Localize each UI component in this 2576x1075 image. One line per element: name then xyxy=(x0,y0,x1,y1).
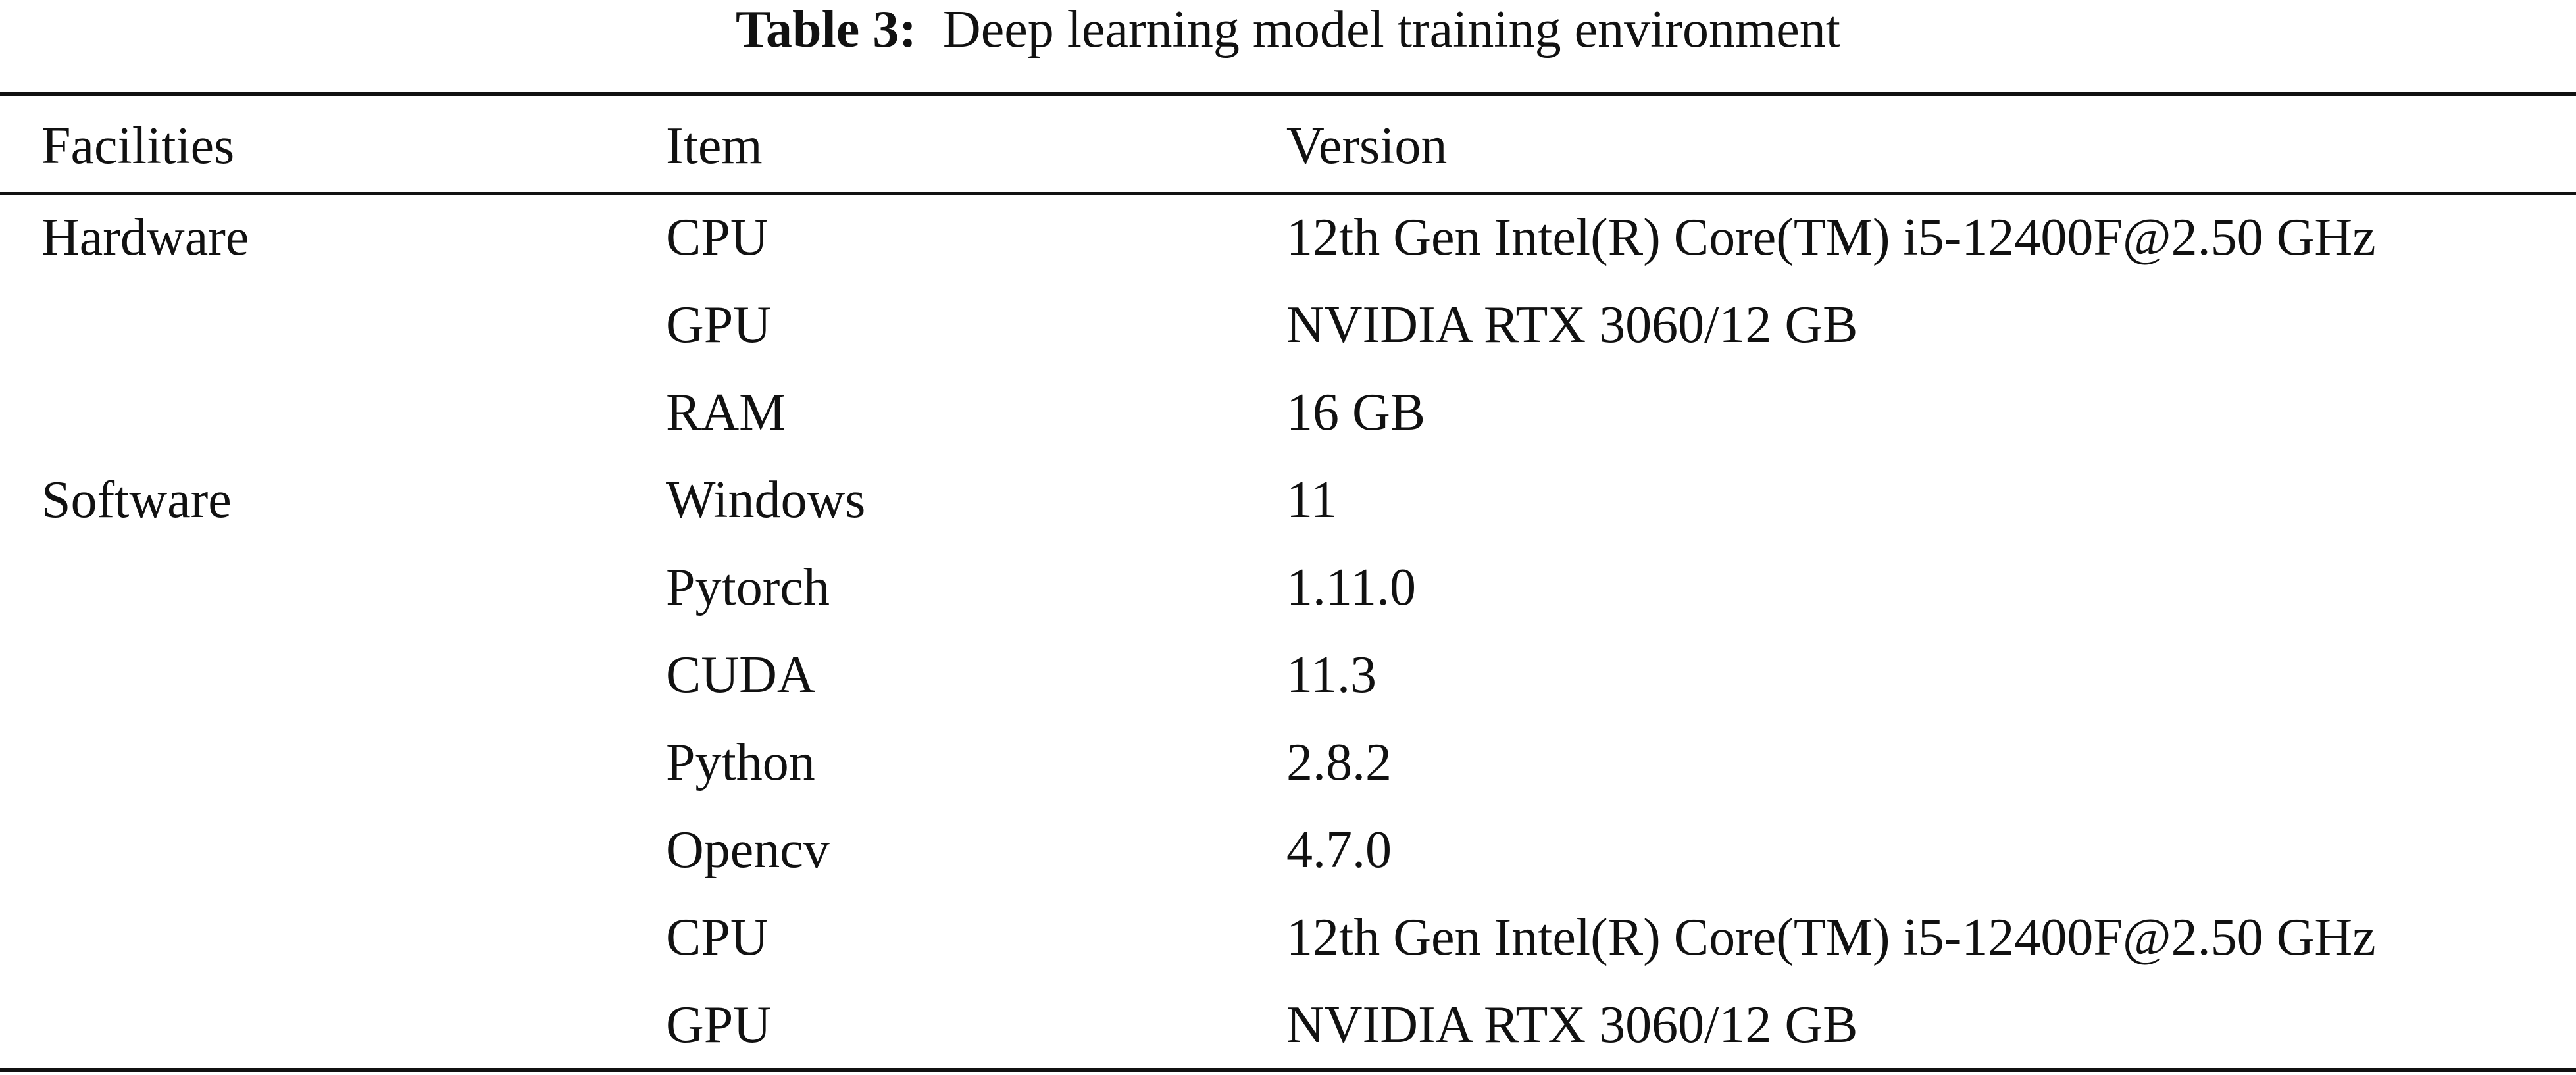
item-cell: CPU xyxy=(666,209,769,266)
table-caption-label: Table 3: xyxy=(736,1,917,59)
table-bottom-rule xyxy=(0,1068,2576,1072)
table-row: Python 2.8.2 xyxy=(0,718,2576,807)
item-cell: RAM xyxy=(666,384,786,441)
table-row: RAM 16 GB xyxy=(0,368,2576,457)
table-row: GPU NVIDIA RTX 3060/12 GB xyxy=(0,281,2576,369)
facility-cell: Hardware xyxy=(41,209,249,266)
table-row: GPU NVIDIA RTX 3060/12 GB xyxy=(0,981,2576,1069)
version-cell: 4.7.0 xyxy=(1286,821,1392,879)
table-row: Hardware CPU 12th Gen Intel(R) Core(TM) … xyxy=(0,193,2576,282)
facility-cell: Software xyxy=(41,471,232,529)
table-header-rule xyxy=(0,192,2576,195)
item-cell: Python xyxy=(666,734,815,791)
table-row: Software Windows 11 xyxy=(0,456,2576,544)
version-cell: 12th Gen Intel(R) Core(TM) i5-12400F@2.5… xyxy=(1286,909,2376,966)
version-cell: NVIDIA RTX 3060/12 GB xyxy=(1286,996,1858,1054)
table-caption: Table 3: Deep learning model training en… xyxy=(0,0,2576,59)
item-cell: GPU xyxy=(666,296,772,354)
header-facilities: Facilities xyxy=(41,117,235,175)
version-cell: 11.3 xyxy=(1286,646,1377,704)
item-cell: Opencv xyxy=(666,821,830,879)
version-cell: NVIDIA RTX 3060/12 GB xyxy=(1286,296,1858,354)
item-cell: GPU xyxy=(666,996,772,1054)
item-cell: Pytorch xyxy=(666,559,830,616)
item-cell: CUDA xyxy=(666,646,815,704)
version-cell: 1.11.0 xyxy=(1286,559,1417,616)
table-header-row: Facilities Item Version xyxy=(0,102,2576,190)
version-cell: 16 GB xyxy=(1286,384,1426,441)
item-cell: CPU xyxy=(666,909,769,966)
item-cell: Windows xyxy=(666,471,866,529)
table-row: CUDA 11.3 xyxy=(0,631,2576,719)
header-version: Version xyxy=(1286,117,1448,175)
table-row: CPU 12th Gen Intel(R) Core(TM) i5-12400F… xyxy=(0,893,2576,982)
version-cell: 2.8.2 xyxy=(1286,734,1392,791)
table-row: Pytorch 1.11.0 xyxy=(0,543,2576,632)
table-row: Opencv 4.7.0 xyxy=(0,806,2576,894)
version-cell: 12th Gen Intel(R) Core(TM) i5-12400F@2.5… xyxy=(1286,209,2376,266)
table-caption-text: Deep learning model training environment xyxy=(942,1,1840,59)
version-cell: 11 xyxy=(1286,471,1338,529)
table-top-rule xyxy=(0,92,2576,96)
header-item: Item xyxy=(666,117,763,175)
